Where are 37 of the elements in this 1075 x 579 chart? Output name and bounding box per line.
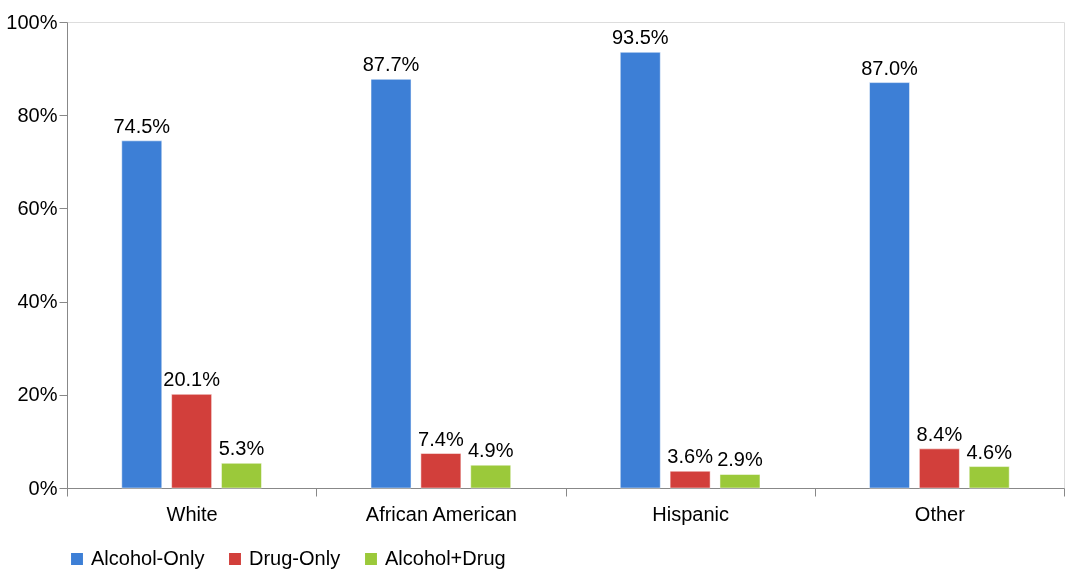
bar bbox=[620, 52, 661, 489]
data-label: 74.5% bbox=[113, 114, 171, 137]
x-tick-label: White bbox=[166, 502, 218, 525]
y-tick-label: 40% bbox=[17, 290, 58, 313]
legend-label: Alcohol-Only bbox=[91, 547, 205, 569]
x-tick-label: African American bbox=[365, 502, 517, 525]
bar bbox=[420, 453, 462, 489]
data-label: 4.9% bbox=[467, 439, 514, 462]
bar bbox=[370, 79, 412, 489]
y-tick-label: 60% bbox=[17, 196, 58, 219]
y-tick-label: 0% bbox=[28, 476, 58, 499]
data-label: 8.4% bbox=[916, 422, 963, 445]
legend-label: Alcohol+Drug bbox=[385, 547, 506, 569]
x-tick-label: Hispanic bbox=[652, 502, 729, 525]
x-tick-label: Other bbox=[914, 502, 966, 525]
bar bbox=[221, 463, 262, 489]
data-label: 3.6% bbox=[667, 445, 714, 468]
bar bbox=[919, 448, 960, 489]
y-tick-label: 100% bbox=[6, 10, 58, 33]
data-label: 93.5% bbox=[611, 26, 669, 49]
data-label: 4.6% bbox=[966, 440, 1013, 463]
data-label: 7.4% bbox=[418, 427, 464, 450]
bar bbox=[121, 140, 163, 489]
bar bbox=[669, 470, 711, 489]
bar bbox=[719, 474, 761, 489]
bar bbox=[171, 394, 212, 489]
data-label: 20.1% bbox=[163, 368, 221, 391]
bar bbox=[968, 466, 1010, 489]
data-label: 2.9% bbox=[717, 448, 763, 471]
legend-label: Drug-Only bbox=[249, 547, 341, 569]
y-tick-label: 20% bbox=[17, 383, 58, 406]
data-label: 87.0% bbox=[861, 56, 919, 79]
data-label: 5.3% bbox=[218, 437, 265, 460]
data-label: 87.7% bbox=[362, 53, 420, 76]
bar bbox=[869, 82, 910, 489]
y-tick-label: 80% bbox=[17, 103, 58, 126]
bar bbox=[470, 464, 511, 489]
